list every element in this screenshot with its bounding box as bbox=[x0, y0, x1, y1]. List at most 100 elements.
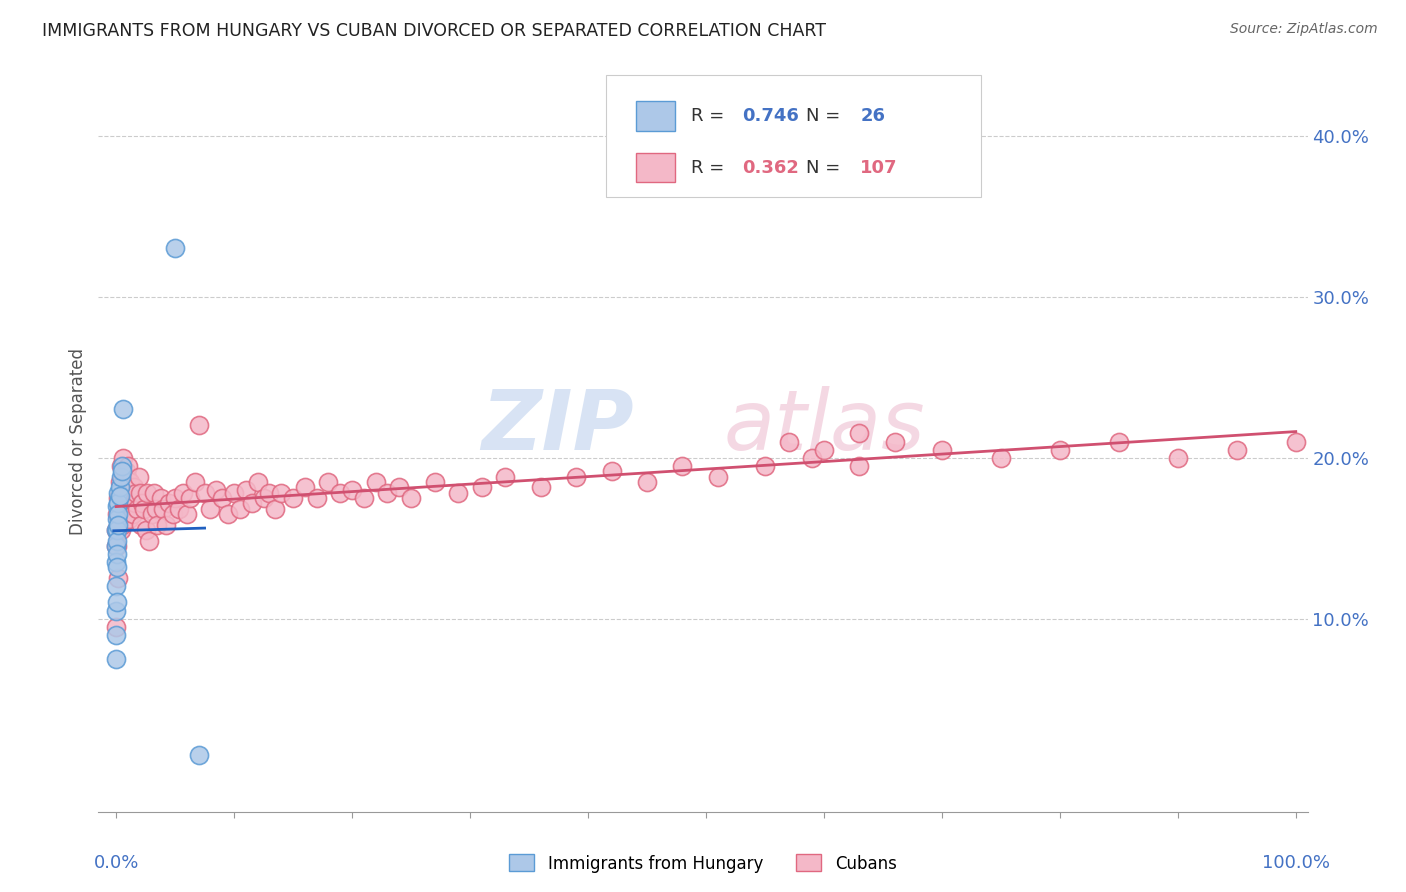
Point bbox=[122, 480, 145, 494]
Point bbox=[107, 496, 129, 510]
Point bbox=[259, 486, 281, 500]
Text: R =: R = bbox=[690, 107, 730, 125]
Point bbox=[294, 480, 316, 494]
Point bbox=[471, 480, 494, 494]
Text: N =: N = bbox=[806, 107, 846, 125]
Point bbox=[990, 450, 1012, 465]
Text: 100.0%: 100.0% bbox=[1261, 854, 1330, 872]
Text: 0.0%: 0.0% bbox=[93, 854, 139, 872]
Text: atlas: atlas bbox=[723, 386, 925, 467]
Point bbox=[105, 603, 128, 617]
Point bbox=[211, 491, 233, 505]
Point bbox=[848, 426, 870, 441]
Point bbox=[107, 491, 129, 505]
Point bbox=[135, 523, 157, 537]
Point bbox=[112, 486, 135, 500]
Point bbox=[447, 486, 470, 500]
Point bbox=[801, 450, 824, 465]
Point bbox=[222, 486, 245, 500]
Point bbox=[353, 491, 375, 505]
Point bbox=[146, 518, 169, 533]
Point bbox=[848, 458, 870, 473]
Point bbox=[1226, 442, 1249, 457]
Text: 26: 26 bbox=[860, 107, 886, 125]
Point bbox=[179, 491, 201, 505]
Point bbox=[124, 496, 146, 510]
Text: R =: R = bbox=[690, 159, 730, 177]
Point bbox=[754, 458, 776, 473]
Point bbox=[115, 502, 138, 516]
Point bbox=[108, 480, 131, 494]
Point bbox=[1108, 434, 1130, 449]
Point bbox=[388, 480, 411, 494]
Point bbox=[1167, 450, 1189, 465]
Point bbox=[111, 518, 134, 533]
Point bbox=[111, 470, 134, 484]
Point bbox=[145, 502, 167, 516]
Point bbox=[112, 450, 135, 465]
Point bbox=[187, 748, 209, 763]
Point bbox=[105, 507, 128, 521]
Point bbox=[107, 507, 129, 521]
Point bbox=[264, 502, 287, 516]
Point bbox=[399, 491, 422, 505]
Point bbox=[377, 486, 399, 500]
Point bbox=[165, 241, 187, 255]
Point bbox=[108, 489, 131, 503]
Point bbox=[600, 463, 623, 477]
Point bbox=[110, 470, 132, 484]
Point bbox=[131, 496, 153, 510]
Point bbox=[340, 483, 363, 497]
Point bbox=[129, 518, 152, 533]
Point bbox=[112, 507, 135, 521]
Point bbox=[105, 539, 128, 553]
Point bbox=[110, 491, 132, 505]
Point bbox=[105, 547, 128, 561]
Point bbox=[172, 486, 194, 500]
Point bbox=[107, 523, 129, 537]
Point bbox=[128, 486, 150, 500]
Point bbox=[105, 560, 128, 574]
Point bbox=[270, 486, 292, 500]
Point bbox=[105, 499, 128, 513]
Point bbox=[565, 470, 588, 484]
Point bbox=[125, 486, 148, 500]
Point bbox=[152, 502, 174, 516]
Point bbox=[636, 475, 658, 489]
Point bbox=[931, 442, 953, 457]
Point bbox=[118, 512, 141, 526]
Point bbox=[105, 628, 128, 642]
Point bbox=[105, 595, 128, 609]
Point bbox=[105, 619, 128, 633]
Point bbox=[162, 507, 184, 521]
Point bbox=[200, 502, 222, 516]
Point bbox=[105, 512, 128, 526]
Point bbox=[121, 507, 143, 521]
Point bbox=[1285, 434, 1308, 449]
Point bbox=[114, 496, 136, 510]
Point bbox=[671, 458, 693, 473]
Point bbox=[813, 442, 835, 457]
Y-axis label: Divorced or Separated: Divorced or Separated bbox=[69, 348, 87, 535]
Point bbox=[229, 502, 252, 516]
Point bbox=[105, 652, 128, 666]
Point bbox=[176, 507, 198, 521]
Point bbox=[112, 475, 135, 489]
Point bbox=[194, 486, 217, 500]
Point bbox=[105, 539, 128, 553]
Point bbox=[217, 507, 239, 521]
Point bbox=[1049, 442, 1071, 457]
Point bbox=[107, 571, 129, 585]
Point bbox=[108, 475, 131, 489]
Point bbox=[105, 523, 128, 537]
Point bbox=[105, 579, 128, 593]
Text: 0.746: 0.746 bbox=[742, 107, 799, 125]
Point bbox=[281, 491, 304, 505]
Point bbox=[105, 539, 128, 553]
Point bbox=[318, 475, 340, 489]
Point bbox=[165, 491, 187, 505]
Point bbox=[111, 458, 134, 473]
Point bbox=[105, 523, 128, 537]
Point bbox=[778, 434, 800, 449]
Point bbox=[112, 402, 135, 417]
